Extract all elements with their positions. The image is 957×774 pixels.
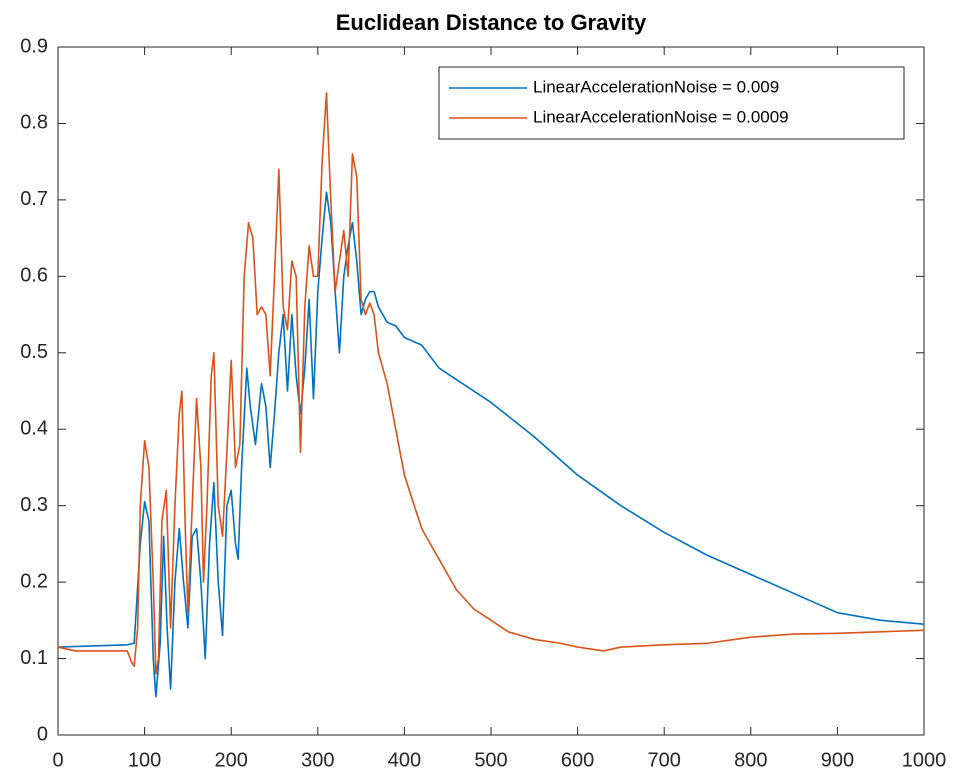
x-tick-label: 500 xyxy=(474,749,507,771)
legend-label: LinearAccelerationNoise = 0.0009 xyxy=(533,107,789,126)
y-tick-label: 0.7 xyxy=(20,188,48,210)
x-tick-label: 0 xyxy=(52,749,63,771)
y-tick-label: 0.5 xyxy=(20,341,48,363)
x-tick-label: 300 xyxy=(301,749,334,771)
y-tick-label: 0.1 xyxy=(20,647,48,669)
x-tick-label: 600 xyxy=(561,749,594,771)
legend-label: LinearAccelerationNoise = 0.009 xyxy=(533,77,779,96)
x-tick-label: 100 xyxy=(128,749,161,771)
y-tick-label: 0.6 xyxy=(20,265,48,287)
y-tick-label: 0 xyxy=(37,723,48,745)
x-tick-label: 700 xyxy=(648,749,681,771)
x-tick-label: 200 xyxy=(215,749,248,771)
legend-box xyxy=(438,66,905,140)
x-tick-label: 1000 xyxy=(902,749,947,771)
plot-area xyxy=(57,46,925,736)
series-line xyxy=(57,191,925,698)
y-tick-label: 0.2 xyxy=(20,570,48,592)
y-tick-label: 0.9 xyxy=(20,35,48,57)
x-tick-label: 400 xyxy=(388,749,421,771)
x-tick-label: 900 xyxy=(821,749,854,771)
x-tick-label: 800 xyxy=(734,749,767,771)
y-tick-label: 0.4 xyxy=(20,418,48,440)
series-line xyxy=(57,92,925,675)
y-tick-label: 0.8 xyxy=(20,112,48,134)
y-tick-label: 0.3 xyxy=(20,494,48,516)
chart-title: Euclidean Distance to Gravity xyxy=(336,10,647,35)
